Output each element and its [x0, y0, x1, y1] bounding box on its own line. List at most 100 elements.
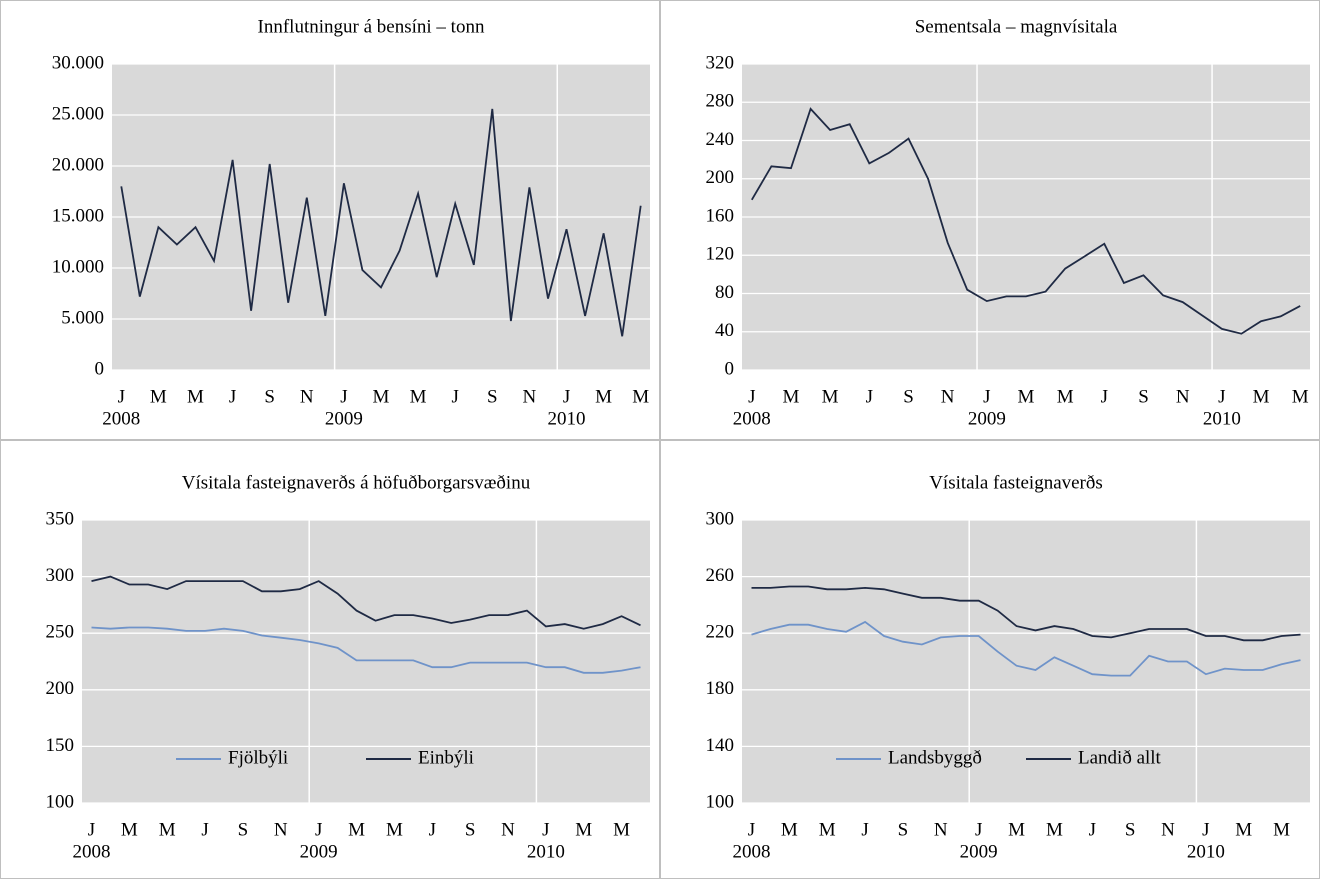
x-tick-label: M	[1235, 819, 1252, 840]
x-tick-label: M	[1057, 386, 1074, 407]
y-tick-label: 260	[706, 565, 735, 586]
x-tick-label: J	[88, 819, 95, 840]
y-tick-label: 0	[95, 358, 105, 379]
data-line	[751, 107, 1301, 335]
x-tick-label: J	[866, 386, 873, 407]
y-tick-label: 200	[706, 167, 735, 188]
x-tick-label: M	[613, 819, 630, 840]
x-tick-label: S	[1125, 819, 1136, 840]
year-label: 2008	[733, 408, 771, 429]
x-tick-label: M	[1008, 819, 1025, 840]
x-tick-label: J	[1089, 819, 1096, 840]
x-tick-label: S	[487, 386, 498, 407]
x-tick-label: M	[1273, 819, 1290, 840]
x-tick-label: M	[822, 386, 839, 407]
y-tick-label: 280	[706, 91, 735, 112]
y-tick-label: 300	[46, 565, 75, 586]
y-tick-label: 0	[725, 358, 735, 379]
y-tick-label: 140	[706, 735, 735, 756]
y-tick-label: 250	[46, 622, 75, 643]
legend-label: Landið allt	[1078, 747, 1162, 768]
y-tick-label: 220	[706, 622, 735, 643]
x-tick-label: M	[150, 386, 167, 407]
x-tick-label: J	[1218, 386, 1225, 407]
chart-panel: Sementsala – magnvísitala 0 40 80 120 160 200 2…	[660, 0, 1320, 440]
x-tick-label: J	[975, 819, 982, 840]
x-tick-label: N	[1176, 386, 1190, 407]
x-tick-label: M	[1046, 819, 1063, 840]
chart-title: Vísitala fasteignaverðs á höfuðborgarsvæ…	[182, 472, 531, 493]
year-label: 2010	[548, 408, 586, 429]
x-tick-label: J	[429, 819, 436, 840]
x-tick-label: S	[898, 819, 909, 840]
x-tick-label: J	[542, 819, 549, 840]
x-tick-label: M	[595, 386, 612, 407]
year-label: 2010	[527, 841, 565, 862]
year-label: 2010	[1187, 841, 1225, 862]
year-label: 2009	[968, 408, 1006, 429]
year-label: 2008	[732, 841, 770, 862]
plot-area	[742, 520, 1310, 803]
x-tick-label: M	[410, 386, 427, 407]
data-line	[751, 585, 1301, 642]
chart-title: Vísitala fasteignaverðs	[929, 472, 1103, 493]
y-tick-label: 30.000	[52, 52, 104, 73]
x-tick-label: J	[452, 386, 459, 407]
y-tick-label: 320	[706, 52, 735, 73]
x-tick-label: J	[1101, 386, 1108, 407]
x-tick-label: S	[903, 386, 914, 407]
x-tick-label: N	[501, 819, 515, 840]
x-tick-label: N	[934, 819, 948, 840]
x-tick-label: S	[465, 819, 476, 840]
x-tick-label: M	[373, 386, 390, 407]
chart-panel: Vísitala fasteignaverðs á höfuðborgarsvæ…	[0, 440, 660, 879]
x-tick-label: M	[187, 386, 204, 407]
x-tick-label: N	[941, 386, 955, 407]
x-tick-label: M	[348, 819, 365, 840]
year-label: 2010	[1203, 408, 1241, 429]
x-tick-label: J	[118, 386, 125, 407]
y-tick-label: 10.000	[52, 256, 104, 277]
data-line	[91, 575, 641, 630]
y-tick-label: 180	[706, 678, 735, 699]
chart-title: Innflutningur á bensíni – tonn	[258, 16, 485, 37]
y-tick-label: 160	[706, 205, 735, 226]
x-tick-label: M	[632, 386, 649, 407]
legend-label: Einbýli	[418, 747, 474, 768]
x-tick-label: J	[1202, 819, 1209, 840]
x-tick-label: J	[563, 386, 570, 407]
x-tick-label: J	[983, 386, 990, 407]
plot-area	[82, 520, 650, 803]
y-tick-label: 200	[46, 678, 75, 699]
x-tick-label: J	[748, 819, 755, 840]
x-tick-label: M	[819, 819, 836, 840]
x-tick-label: M	[159, 819, 176, 840]
y-tick-label: 40	[715, 320, 734, 341]
year-label: 2009	[300, 841, 338, 862]
year-label: 2009	[325, 408, 363, 429]
y-tick-label: 120	[706, 244, 735, 265]
x-tick-label: M	[781, 819, 798, 840]
data-line	[91, 626, 641, 674]
x-tick-label: N	[274, 819, 288, 840]
x-tick-label: M	[783, 386, 800, 407]
x-tick-label: J	[315, 819, 322, 840]
y-tick-label: 25.000	[52, 103, 104, 124]
x-tick-label: M	[575, 819, 592, 840]
year-label: 2009	[960, 841, 998, 862]
legend-label: Fjölbýli	[228, 747, 288, 768]
x-tick-label: S	[264, 386, 275, 407]
chart-panel: Innflutningur á bensíni – tonn 0 5.000 10.0…	[0, 0, 660, 440]
x-tick-label: N	[1161, 819, 1175, 840]
y-tick-label: 240	[706, 129, 735, 150]
y-tick-label: 300	[706, 508, 735, 529]
legend-label: Landsbyggð	[888, 747, 982, 768]
x-tick-label: M	[121, 819, 138, 840]
chart-panel: Vísitala fasteignaverðs 100 140 180 220 260 30…	[660, 440, 1320, 879]
x-tick-label: J	[340, 386, 347, 407]
y-tick-label: 80	[715, 282, 734, 303]
y-tick-label: 350	[46, 508, 75, 529]
y-tick-label: 20.000	[52, 154, 104, 175]
x-tick-label: N	[300, 386, 314, 407]
